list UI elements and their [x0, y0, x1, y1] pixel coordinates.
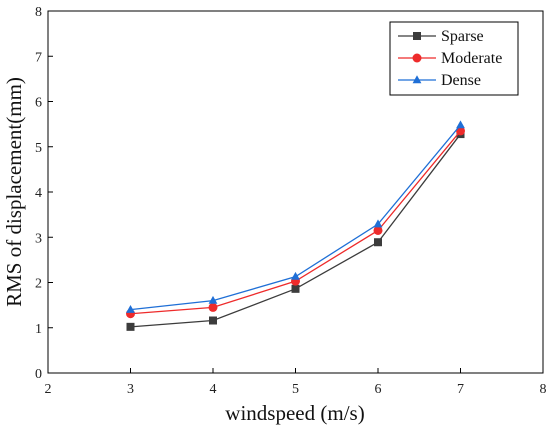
y-tick-label: 2	[35, 277, 42, 292]
data-point	[126, 322, 135, 331]
data-point	[208, 295, 218, 304]
series-sparse	[126, 130, 465, 331]
legend-label: Moderate	[441, 50, 502, 67]
x-axis: 2 3 4 5 6 7 8	[45, 368, 547, 397]
y-axis-title: RMS of displacement(mm)	[2, 77, 26, 307]
legend-marker	[412, 53, 422, 63]
data-point	[374, 238, 382, 247]
y-tick-label: 3	[35, 231, 42, 246]
x-tick-label: 5	[292, 382, 299, 397]
legend-item-dense: Dense	[398, 72, 481, 89]
y-tick-label: 5	[35, 141, 42, 156]
data-point	[456, 120, 465, 129]
data-point	[291, 271, 300, 280]
data-point	[373, 219, 383, 228]
x-tick-label: 4	[210, 382, 217, 397]
y-tick-label: 4	[35, 186, 42, 201]
y-tick-label: 0	[35, 367, 42, 382]
y-tick-label: 7	[35, 50, 42, 65]
x-tick-label: 2	[45, 382, 52, 397]
series-dense	[126, 120, 465, 313]
x-tick-label: 6	[375, 382, 382, 397]
y-tick-label: 8	[35, 5, 42, 20]
data-point	[126, 304, 135, 313]
data-point	[208, 302, 218, 312]
series-line	[130, 133, 462, 328]
series-layer	[126, 120, 465, 331]
legend-marker	[412, 75, 422, 84]
x-axis-title: windspeed (m/s)	[225, 401, 364, 425]
legend-label: Dense	[441, 72, 481, 89]
legend-label: Sparse	[441, 28, 484, 45]
y-tick-label: 1	[35, 322, 42, 337]
x-tick-label: 3	[127, 382, 134, 397]
legend-item-moderate: Moderate	[398, 50, 502, 67]
legend: Sparse Moderate Dense	[389, 21, 519, 96]
legend-item-sparse: Sparse	[398, 28, 484, 45]
y-axis: 0 1 2 3 4 5 6 7 8	[35, 5, 53, 382]
data-point	[291, 284, 300, 293]
y-tick-label: 6	[35, 96, 42, 111]
x-tick-label: 8	[540, 382, 547, 397]
data-point	[373, 225, 383, 235]
data-point	[209, 316, 217, 325]
x-tick-label: 7	[457, 382, 464, 397]
legend-marker	[413, 32, 421, 40]
